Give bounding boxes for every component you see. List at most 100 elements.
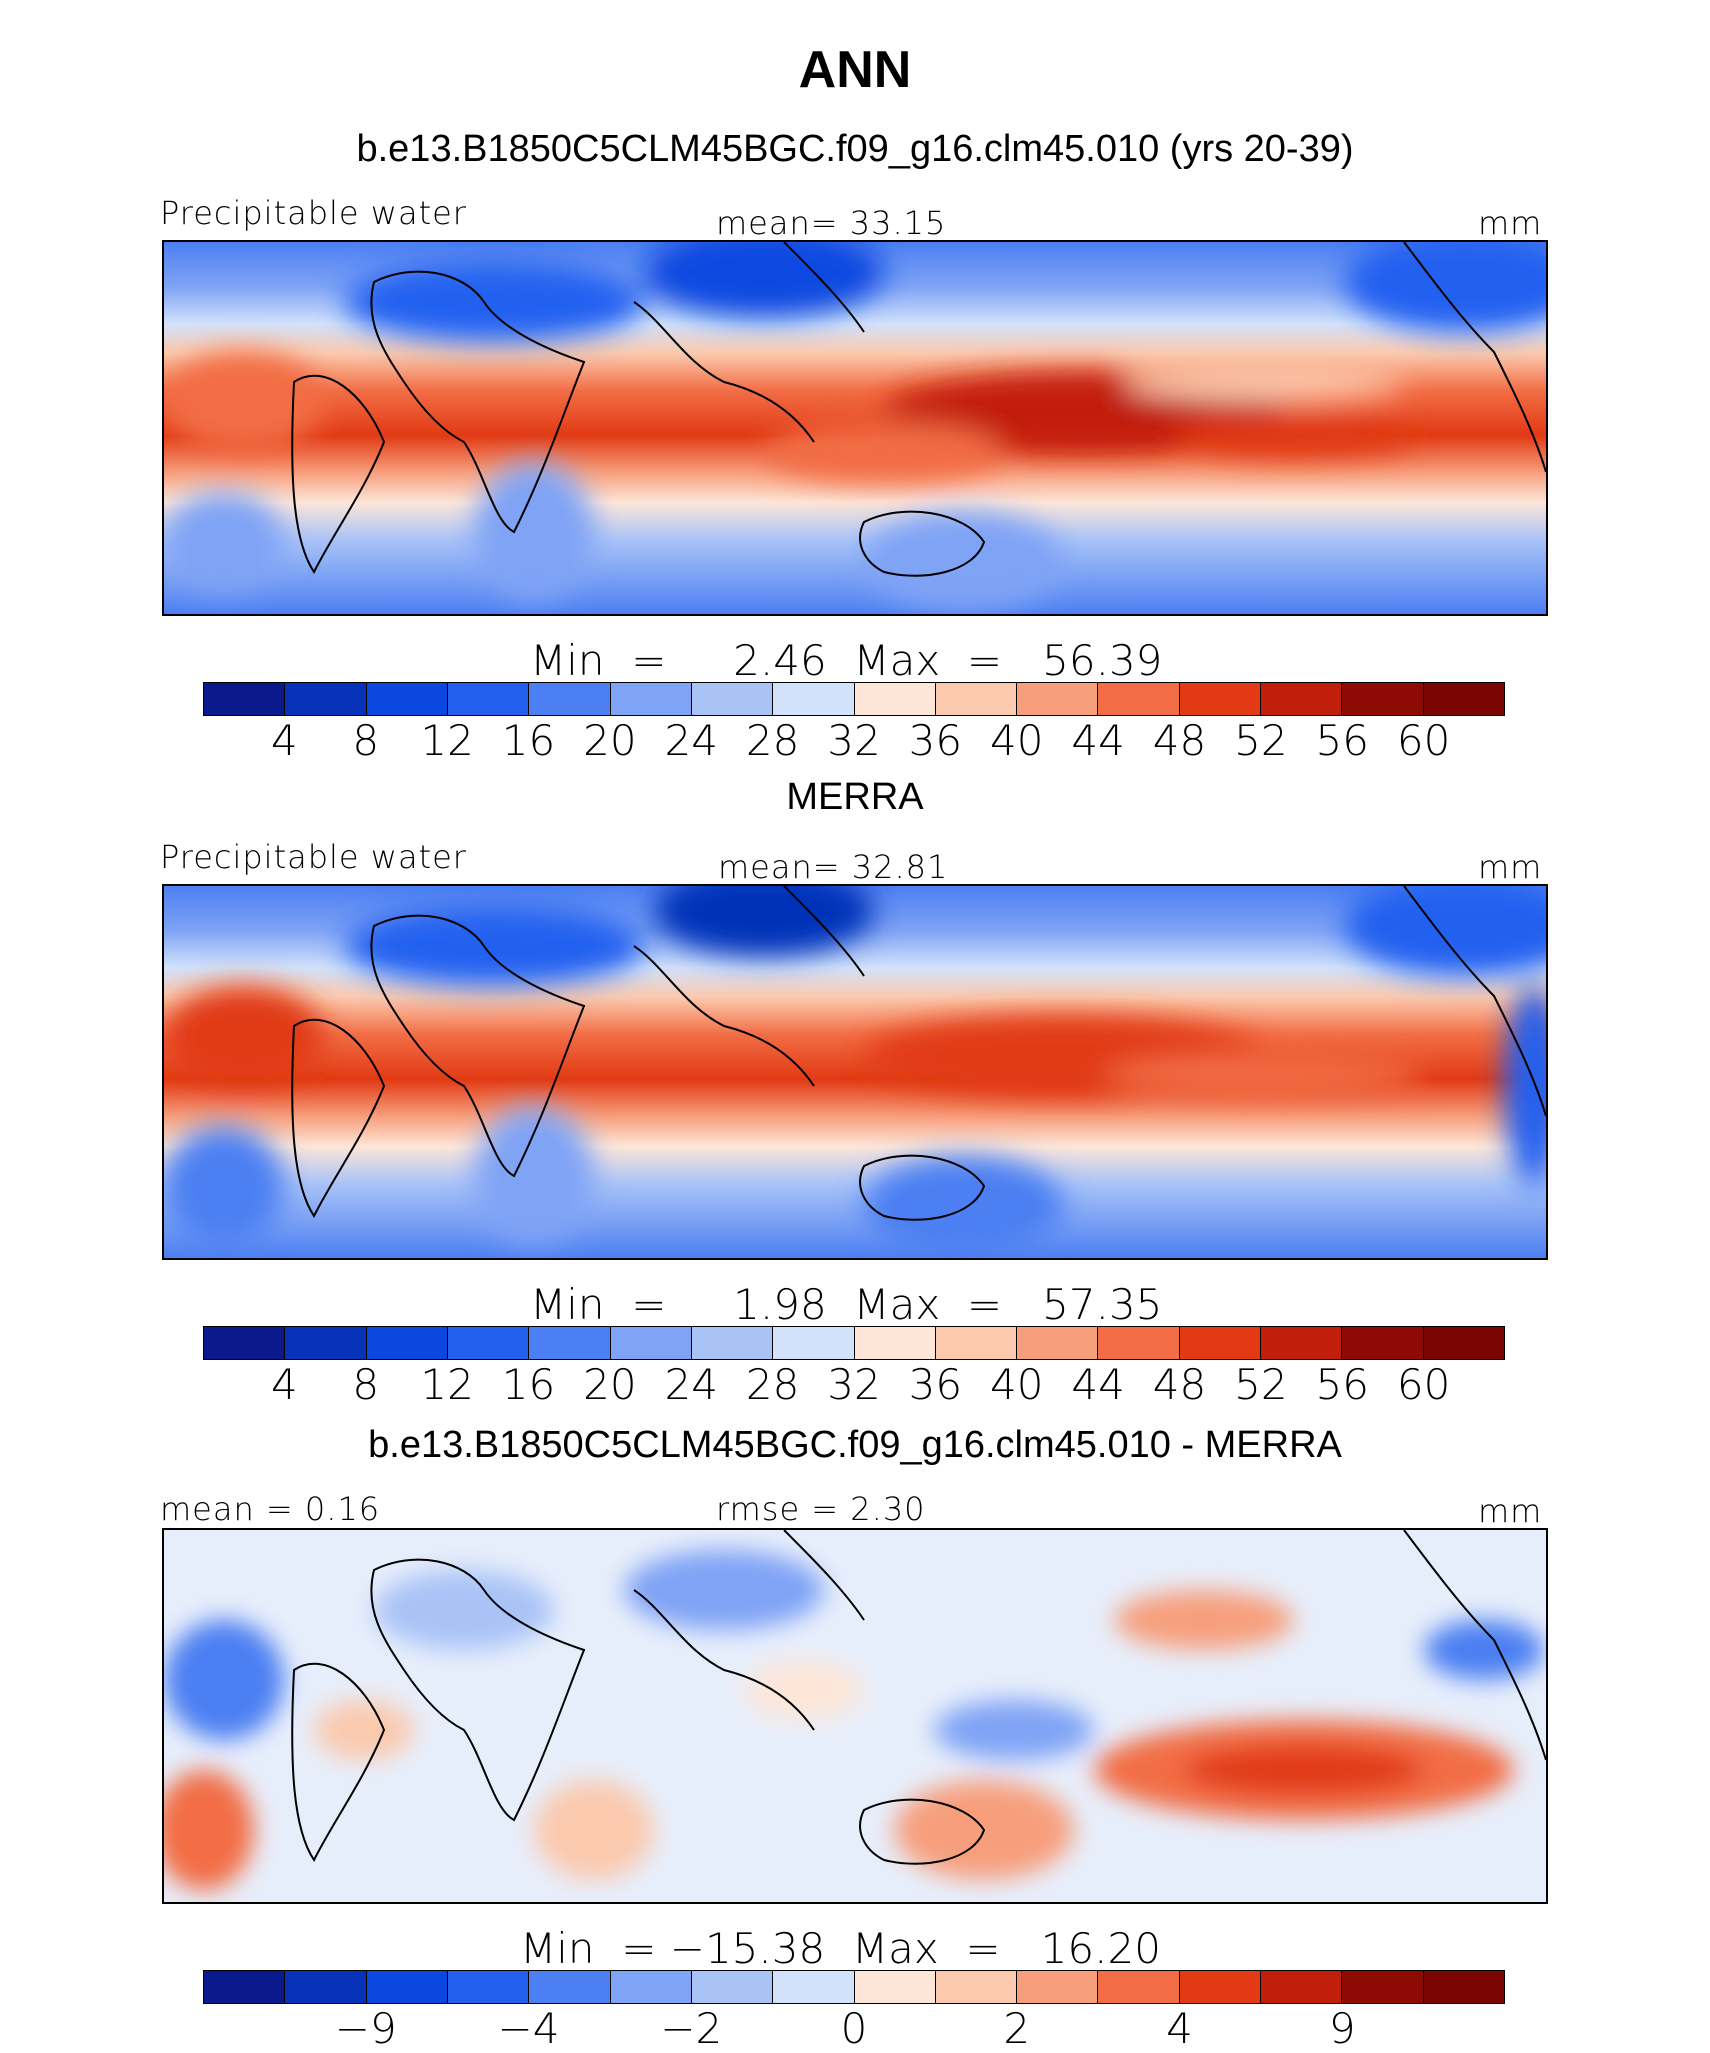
colorbar-tick-label: 40 [990,1360,1044,1409]
colorbar-tick-label: 16 [501,1360,556,1409]
colorbar-tick-label: 52 [1234,716,1288,765]
colorbar-tick-label: 4 [271,716,298,765]
colorbar-swatch [610,1971,692,2003]
colorbar-tick-label: 28 [745,716,800,765]
colorbar-tick-label: 20 [583,716,637,765]
colorbar-swatch [447,1971,530,2003]
panel1-minmax: Min = 2.46 Max = 56.39 [530,636,1163,685]
colorbar-tick-label: 36 [908,1360,963,1409]
colorbar-swatch [935,1971,1018,2003]
panel2-colorbar [203,1326,1505,1360]
colorbar-tick-label: 48 [1152,716,1207,765]
panel3-mean-label: mean = 0.16 [160,1490,381,1528]
colorbar-swatch [691,683,774,715]
colorbar-swatch [610,1327,692,1359]
colorbar-swatch [773,1327,855,1359]
colorbar-swatch [691,1327,774,1359]
colorbar-swatch [1017,1971,1099,2003]
colorbar-tick-label: 56 [1315,1360,1369,1409]
colorbar-swatch [204,683,286,715]
colorbar-swatch [1423,1327,1504,1359]
panel2-colorbar-ticks: 4 8 12 16 20 24 28 32 36 40 44 48 52 56 60 [203,1360,1505,1410]
colorbar-swatch [854,1327,936,1359]
colorbar-swatch [1261,1971,1343,2003]
colorbar-swatch [529,1971,611,2003]
colorbar-tick-label: 12 [420,716,474,765]
colorbar-swatch [610,683,692,715]
colorbar-swatch [1423,1971,1504,2003]
colorbar-swatch [1342,1971,1424,2003]
panel1-mean-label: mean= 33.15 [716,204,947,242]
colorbar-tick-label: 8 [352,716,380,765]
colorbar-tick-label: 56 [1315,716,1369,765]
colorbar-swatch [447,1327,530,1359]
panel1-map [162,240,1548,616]
colorbar-tick-label: 9 [1328,2004,1356,2053]
panel3-unit-label: mm [1478,1492,1543,1530]
colorbar-tick-label: 12 [420,1360,474,1409]
colorbar-tick-label: 60 [1396,716,1451,765]
colorbar-swatch [1423,683,1504,715]
colorbar-tick-label: 40 [990,716,1044,765]
colorbar-tick-label: 4 [1166,2004,1193,2053]
colorbar-swatch [1098,1327,1180,1359]
colorbar-tick-label: −9 [334,2004,397,2053]
colorbar-swatch [854,683,936,715]
panel1-colorbar-ticks: 4 8 12 16 20 24 28 32 36 40 44 48 52 56 60 [203,716,1505,766]
colorbar-tick-label: 2 [1003,2004,1031,2053]
colorbar-swatch [1179,1327,1262,1359]
colorbar-tick-label: −2 [660,2004,723,2053]
panel3-rmse-label: rmse = 2.30 [716,1490,926,1528]
colorbar-swatch [935,683,1018,715]
colorbar-swatch [854,1971,936,2003]
panel3-minmax: Min = −15.38 Max = 16.20 [520,1924,1161,1973]
panel1-colorbar [203,682,1505,716]
colorbar-tick-label: 24 [664,1360,718,1409]
panel3-colorbar-ticks: −9 −4 −2 0 2 4 9 [203,2004,1505,2053]
figure-title: ANN [798,41,912,99]
panel1-unit-label: mm [1478,204,1543,242]
colorbar-swatch [529,1327,611,1359]
panel2-subtitle: MERRA [786,776,924,818]
colorbar-tick-label: −4 [497,2004,560,2053]
colorbar-swatch [204,1327,286,1359]
colorbar-tick-label: 44 [1071,1360,1125,1409]
colorbar-swatch [529,683,611,715]
colorbar-swatch [285,683,367,715]
panel3-subtitle: b.e13.B1850C5CLM45BGC.f09_g16.clm45.010 … [368,1424,1342,1466]
colorbar-swatch [773,683,855,715]
panel1-subtitle: b.e13.B1850C5CLM45BGC.f09_g16.clm45.010 … [356,128,1354,170]
colorbar-swatch [366,1327,448,1359]
colorbar-swatch [1098,683,1180,715]
colorbar-tick-label: 32 [827,716,881,765]
panel2-map [162,884,1548,1260]
colorbar-swatch [1342,683,1424,715]
colorbar-tick-label: 4 [271,1360,298,1409]
colorbar-tick-label: 44 [1071,716,1125,765]
colorbar-swatch [285,1327,367,1359]
panel3-map [162,1528,1548,1904]
colorbar-tick-label: 20 [583,1360,637,1409]
colorbar-swatch [691,1971,774,2003]
colorbar-tick-label: 16 [501,716,556,765]
panel2-minmax: Min = 1.98 Max = 57.35 [530,1280,1163,1329]
colorbar-tick-label: 48 [1152,1360,1207,1409]
colorbar-swatch [366,683,448,715]
panel3-colorbar [203,1970,1505,2004]
colorbar-swatch [1261,683,1343,715]
colorbar-swatch [773,1971,855,2003]
colorbar-tick-label: 36 [908,716,963,765]
colorbar-swatch [1179,683,1262,715]
colorbar-swatch [1017,1327,1099,1359]
colorbar-tick-label: 60 [1396,1360,1451,1409]
colorbar-swatch [935,1327,1018,1359]
colorbar-swatch [285,1971,367,2003]
colorbar-tick-label: 24 [664,716,718,765]
panel1-variable-label: Precipitable water [160,194,467,232]
panel2-mean-label: mean= 32.81 [718,848,949,886]
colorbar-swatch [1179,1971,1262,2003]
colorbar-swatch [1017,683,1099,715]
colorbar-tick-label: 28 [745,1360,800,1409]
colorbar-swatch [1342,1327,1424,1359]
colorbar-swatch [447,683,530,715]
